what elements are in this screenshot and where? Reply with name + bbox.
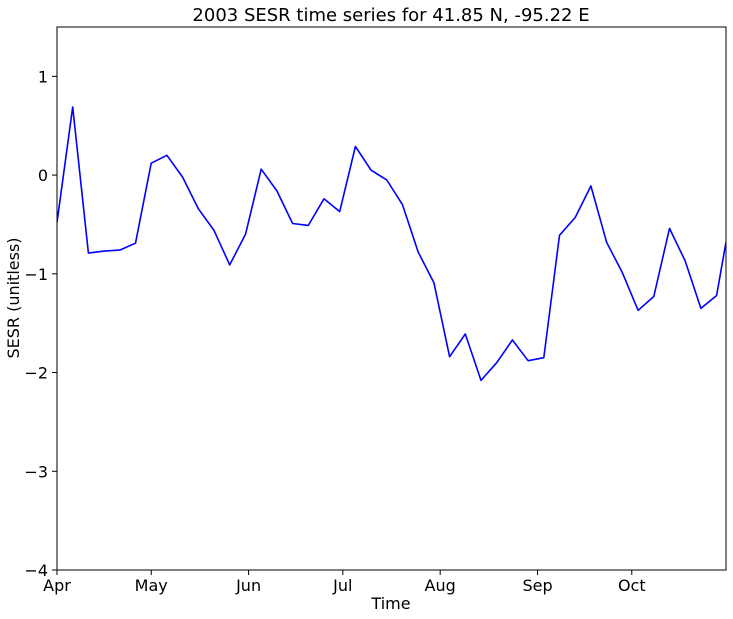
x-tick-label: Oct <box>618 576 646 595</box>
x-tick-label: Aug <box>425 576 456 595</box>
plot-frame <box>56 26 727 571</box>
x-tick-label: Jul <box>332 576 352 595</box>
x-tick-label: Sep <box>522 576 552 595</box>
y-axis-label: SESR (unitless) <box>4 237 23 358</box>
x-tick-label: Apr <box>43 576 71 595</box>
x-axis-label: Time <box>370 594 410 613</box>
y-tick-label: 0 <box>38 166 48 185</box>
y-tick-label: −4 <box>24 561 48 580</box>
sesr-series-line <box>57 106 726 382</box>
y-tick-label: −2 <box>24 364 48 383</box>
chart-title: 2003 SESR time series for 41.85 N, -95.2… <box>192 5 589 26</box>
y-tick-label: −1 <box>24 265 48 284</box>
x-tick-label: Jun <box>235 576 261 595</box>
y-axis: 1 0 −1 −2 −3 −4 <box>24 67 57 580</box>
y-tick-label: 1 <box>38 67 48 86</box>
x-axis: Apr May Jun Jul Aug Sep Oct <box>43 570 646 595</box>
series-layer <box>57 106 726 382</box>
x-tick-label: May <box>135 576 168 595</box>
y-tick-label: −3 <box>24 462 48 481</box>
